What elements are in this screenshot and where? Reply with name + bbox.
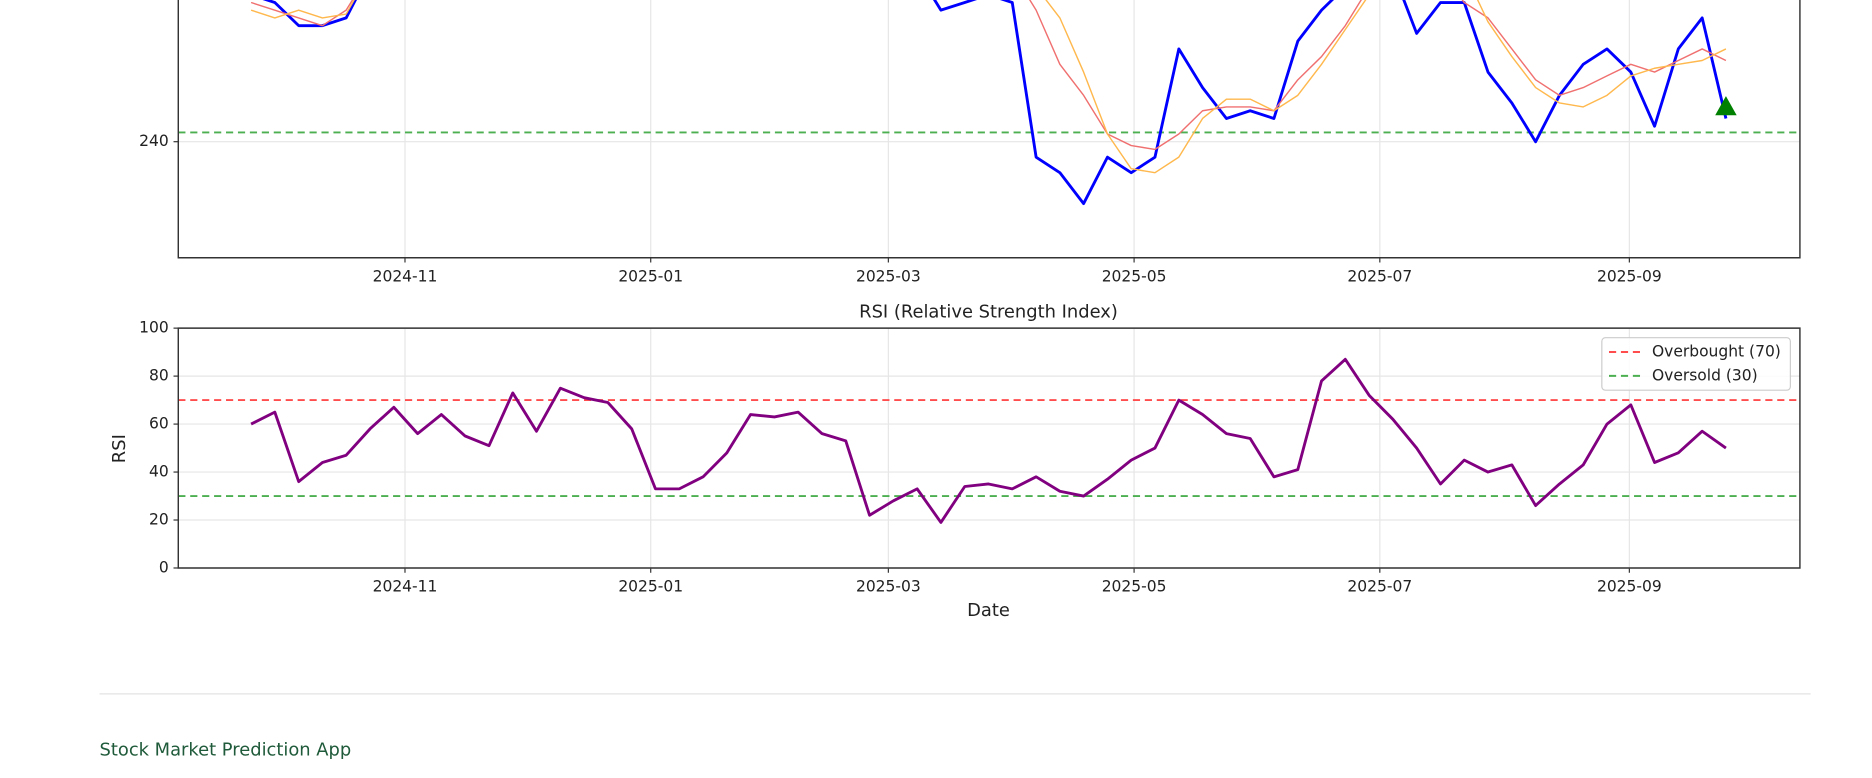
axes-frame [177,0,1801,259]
x-tick-label: 2024-11 [373,578,438,596]
y-tick-label: 240 [139,132,169,150]
y-tick-label: 40 [149,463,169,481]
x-tick-label: 2025-09 [1597,578,1662,596]
x-tick-label: 2025-09 [1597,267,1662,285]
x-tick-label: 2025-03 [856,267,921,285]
plot-area [178,0,1800,206]
axes-frame [177,327,1801,569]
x-tick-label: 2025-01 [618,267,683,285]
legend-box [1601,337,1791,391]
y-tick-label: 0 [159,558,169,576]
y-tick-label: 20 [149,511,169,529]
x-tick-label: 2025-03 [856,578,921,596]
chart-title: RSI (Relative Strength Index) [859,302,1118,323]
y-axis-label: RSI [109,434,130,463]
series-line [262,0,1728,206]
y-tick-label: 60 [149,415,169,433]
x-axis-label: Date [967,600,1010,621]
plot-area [178,357,1800,524]
footer-text: Stock Market Prediction App [100,740,352,761]
x-tick-label: 2025-05 [1102,267,1167,285]
legend-label: Oversold (30) [1652,366,1758,384]
x-tick-label: 2024-11 [373,267,438,285]
series-line [250,0,1727,151]
signal-marker [1715,96,1737,116]
x-tick-label: 2025-07 [1347,578,1412,596]
x-tick-label: 2025-05 [1102,578,1167,596]
y-tick-label: 100 [139,319,169,337]
legend-label: Overbought (70) [1652,343,1781,361]
series-line [250,0,1727,174]
x-tick-label: 2025-01 [618,578,683,596]
series-line [250,357,1727,524]
x-tick-label: 2025-07 [1347,267,1412,285]
y-tick-label: 80 [149,367,169,385]
